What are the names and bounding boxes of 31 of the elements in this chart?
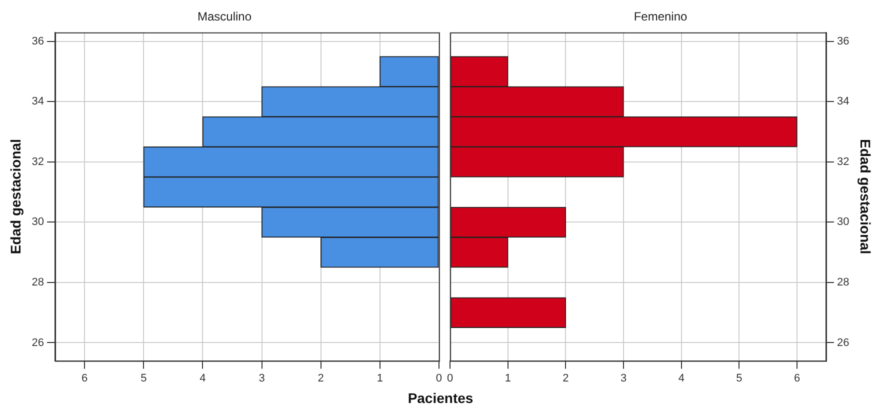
y-tick-label: 28 [836,276,850,288]
y-tick-label: 30 [32,216,44,228]
y-axis-title: Edad gestacional [7,139,24,254]
x-tick-label: 0 [436,372,442,384]
y-tick-label: 34 [32,96,44,108]
chart-title: Femenino [634,10,688,24]
y-tick-label: 26 [32,336,44,349]
y-tick-label: 34 [836,96,850,108]
x-tick-label: 2 [562,372,569,384]
x-axis-title: Pacientes [406,390,474,406]
chart-title: Masculino [197,10,252,24]
x-tick-label: 5 [736,372,742,384]
y2-axis-title: Edad gestacional [858,139,874,254]
y-tick-label: 36 [32,35,44,48]
x-tick-label: 4 [200,372,206,384]
x-tick-label: 6 [82,372,88,384]
y-tick-label: 32 [836,156,850,168]
y-tick-label: 32 [32,156,44,168]
x-tick-label: 3 [258,372,265,384]
x-tick-label: 4 [678,372,684,384]
x-tick-label: 6 [794,372,800,384]
y-tick-label: 36 [836,35,850,48]
x-tick-label: 2 [318,372,324,384]
x-tick-label: 1 [504,372,511,384]
x-tick-label: 5 [140,372,147,384]
y-tick-label: 30 [836,216,850,228]
y-tick-label: 28 [32,276,44,288]
y-tick-label: 26 [836,336,850,349]
x-tick-label: 1 [376,372,383,384]
x-tick-label: 3 [620,372,627,384]
x-tick-label: 0 [446,372,454,384]
